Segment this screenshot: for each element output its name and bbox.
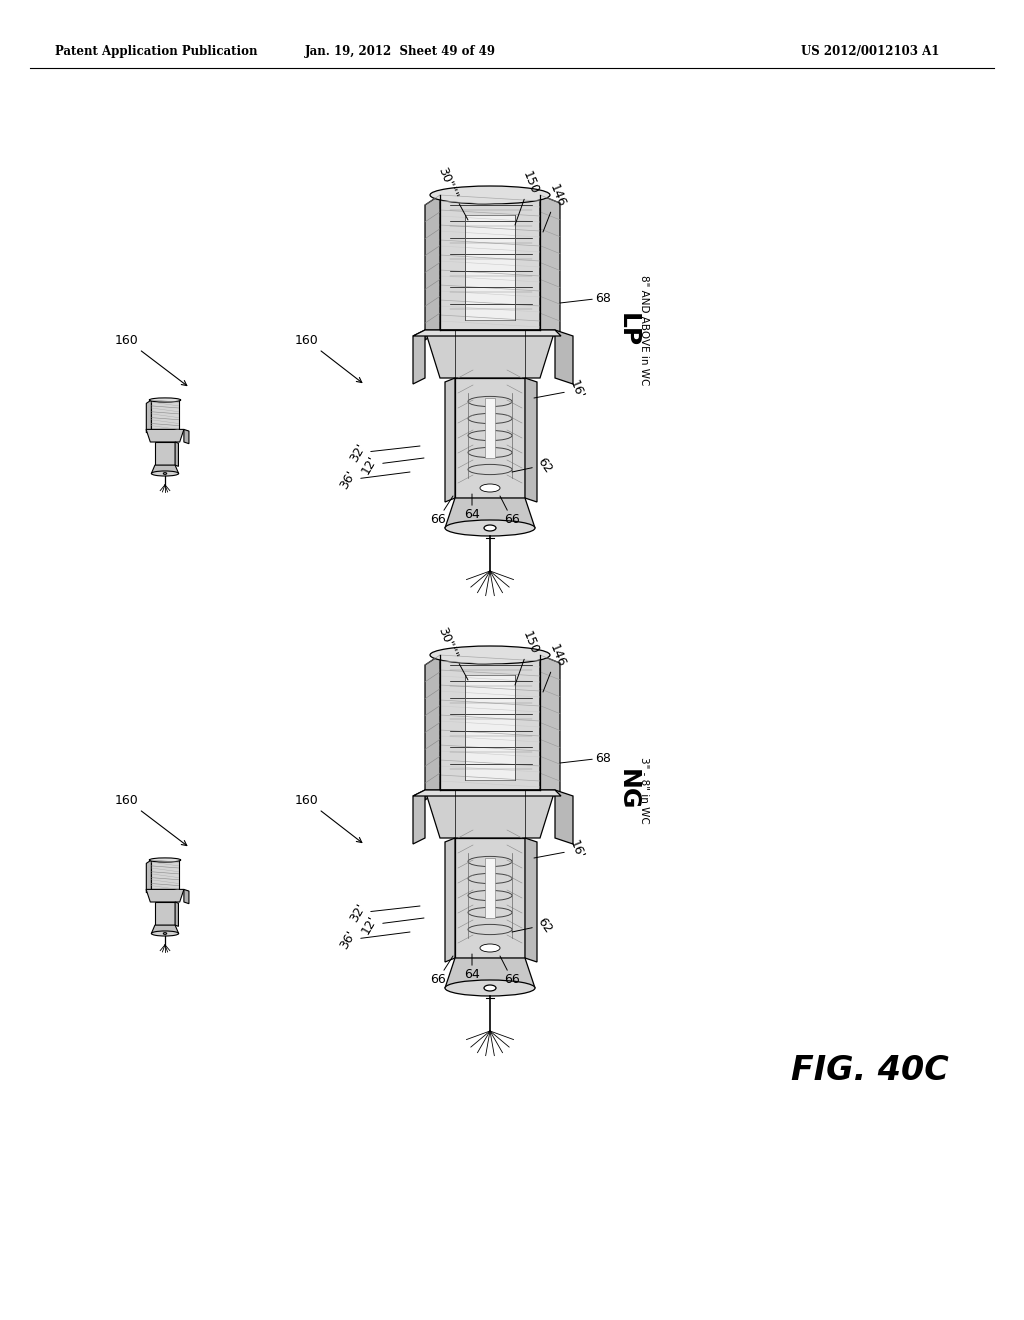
- Ellipse shape: [484, 525, 496, 531]
- Text: 62: 62: [512, 915, 555, 935]
- Polygon shape: [146, 890, 184, 902]
- Polygon shape: [540, 655, 560, 799]
- Polygon shape: [555, 330, 573, 384]
- Ellipse shape: [480, 484, 500, 492]
- Bar: [465, 215, 515, 319]
- Polygon shape: [175, 442, 178, 466]
- Text: 8" AND ABOVE in WC: 8" AND ABOVE in WC: [639, 275, 649, 385]
- Text: 16': 16': [534, 838, 587, 862]
- Polygon shape: [184, 429, 189, 444]
- Ellipse shape: [152, 931, 178, 936]
- Polygon shape: [184, 890, 189, 904]
- Polygon shape: [555, 789, 573, 843]
- Text: 3" - 8" in WC: 3" - 8" in WC: [639, 756, 649, 824]
- Polygon shape: [413, 330, 425, 384]
- Text: 68: 68: [560, 292, 611, 305]
- Bar: [152, 861, 178, 890]
- Polygon shape: [525, 838, 537, 962]
- Text: 160: 160: [115, 793, 186, 846]
- Bar: [465, 675, 515, 780]
- Text: 36': 36': [337, 928, 410, 952]
- Text: 12': 12': [359, 453, 424, 477]
- Text: 146: 146: [543, 182, 567, 232]
- Text: 66: 66: [430, 496, 453, 525]
- Text: 30""": 30""": [435, 626, 468, 680]
- Text: 150: 150: [515, 630, 541, 685]
- Bar: [455, 378, 525, 498]
- Polygon shape: [413, 330, 561, 337]
- Ellipse shape: [484, 985, 496, 991]
- Text: 30""": 30""": [435, 165, 468, 220]
- Polygon shape: [146, 861, 152, 892]
- Ellipse shape: [152, 471, 178, 477]
- Text: 12': 12': [359, 913, 424, 937]
- Text: 160: 160: [295, 334, 361, 383]
- Polygon shape: [413, 789, 561, 796]
- Polygon shape: [413, 789, 425, 843]
- Text: Jan. 19, 2012  Sheet 49 of 49: Jan. 19, 2012 Sheet 49 of 49: [304, 45, 496, 58]
- Polygon shape: [175, 902, 178, 927]
- Bar: [455, 838, 525, 958]
- Text: 150: 150: [515, 169, 541, 224]
- Polygon shape: [152, 465, 178, 474]
- Text: 64: 64: [464, 494, 480, 521]
- Text: LP: LP: [616, 313, 640, 347]
- Polygon shape: [525, 378, 537, 502]
- Polygon shape: [540, 195, 560, 338]
- Polygon shape: [146, 429, 184, 442]
- Text: 64: 64: [464, 954, 480, 981]
- Bar: [485, 399, 495, 458]
- Ellipse shape: [150, 397, 181, 403]
- Polygon shape: [445, 378, 455, 502]
- Text: US 2012/0012103 A1: US 2012/0012103 A1: [801, 45, 939, 58]
- Text: 16': 16': [534, 379, 587, 401]
- Bar: [155, 442, 175, 465]
- Text: 68: 68: [560, 751, 611, 764]
- Text: 66: 66: [430, 956, 453, 986]
- Polygon shape: [425, 330, 555, 378]
- Text: 160: 160: [115, 334, 186, 385]
- Ellipse shape: [150, 858, 181, 862]
- Bar: [485, 858, 495, 917]
- Ellipse shape: [430, 186, 550, 205]
- Text: 36': 36': [337, 469, 410, 491]
- Polygon shape: [445, 958, 535, 987]
- Text: 32': 32': [347, 902, 420, 924]
- Ellipse shape: [163, 933, 167, 935]
- Bar: [155, 902, 175, 925]
- Ellipse shape: [480, 944, 500, 952]
- Ellipse shape: [163, 473, 167, 474]
- Text: 32': 32': [347, 441, 420, 465]
- Polygon shape: [445, 838, 455, 962]
- Text: Patent Application Publication: Patent Application Publication: [55, 45, 257, 58]
- Polygon shape: [152, 925, 178, 933]
- Bar: [152, 400, 178, 429]
- Text: 62: 62: [512, 455, 555, 475]
- Text: 160: 160: [295, 793, 361, 842]
- Text: 66: 66: [500, 956, 520, 986]
- Polygon shape: [425, 195, 440, 341]
- Bar: [440, 195, 540, 330]
- Text: NG: NG: [616, 770, 640, 810]
- Ellipse shape: [430, 645, 550, 664]
- Polygon shape: [445, 498, 535, 528]
- Polygon shape: [425, 655, 440, 800]
- Polygon shape: [425, 789, 555, 838]
- Ellipse shape: [445, 520, 535, 536]
- Bar: [440, 655, 540, 789]
- Ellipse shape: [445, 979, 535, 997]
- Polygon shape: [146, 400, 152, 433]
- Text: 66: 66: [500, 496, 520, 525]
- Text: FIG. 40C: FIG. 40C: [792, 1053, 949, 1086]
- Text: 146: 146: [543, 643, 567, 692]
